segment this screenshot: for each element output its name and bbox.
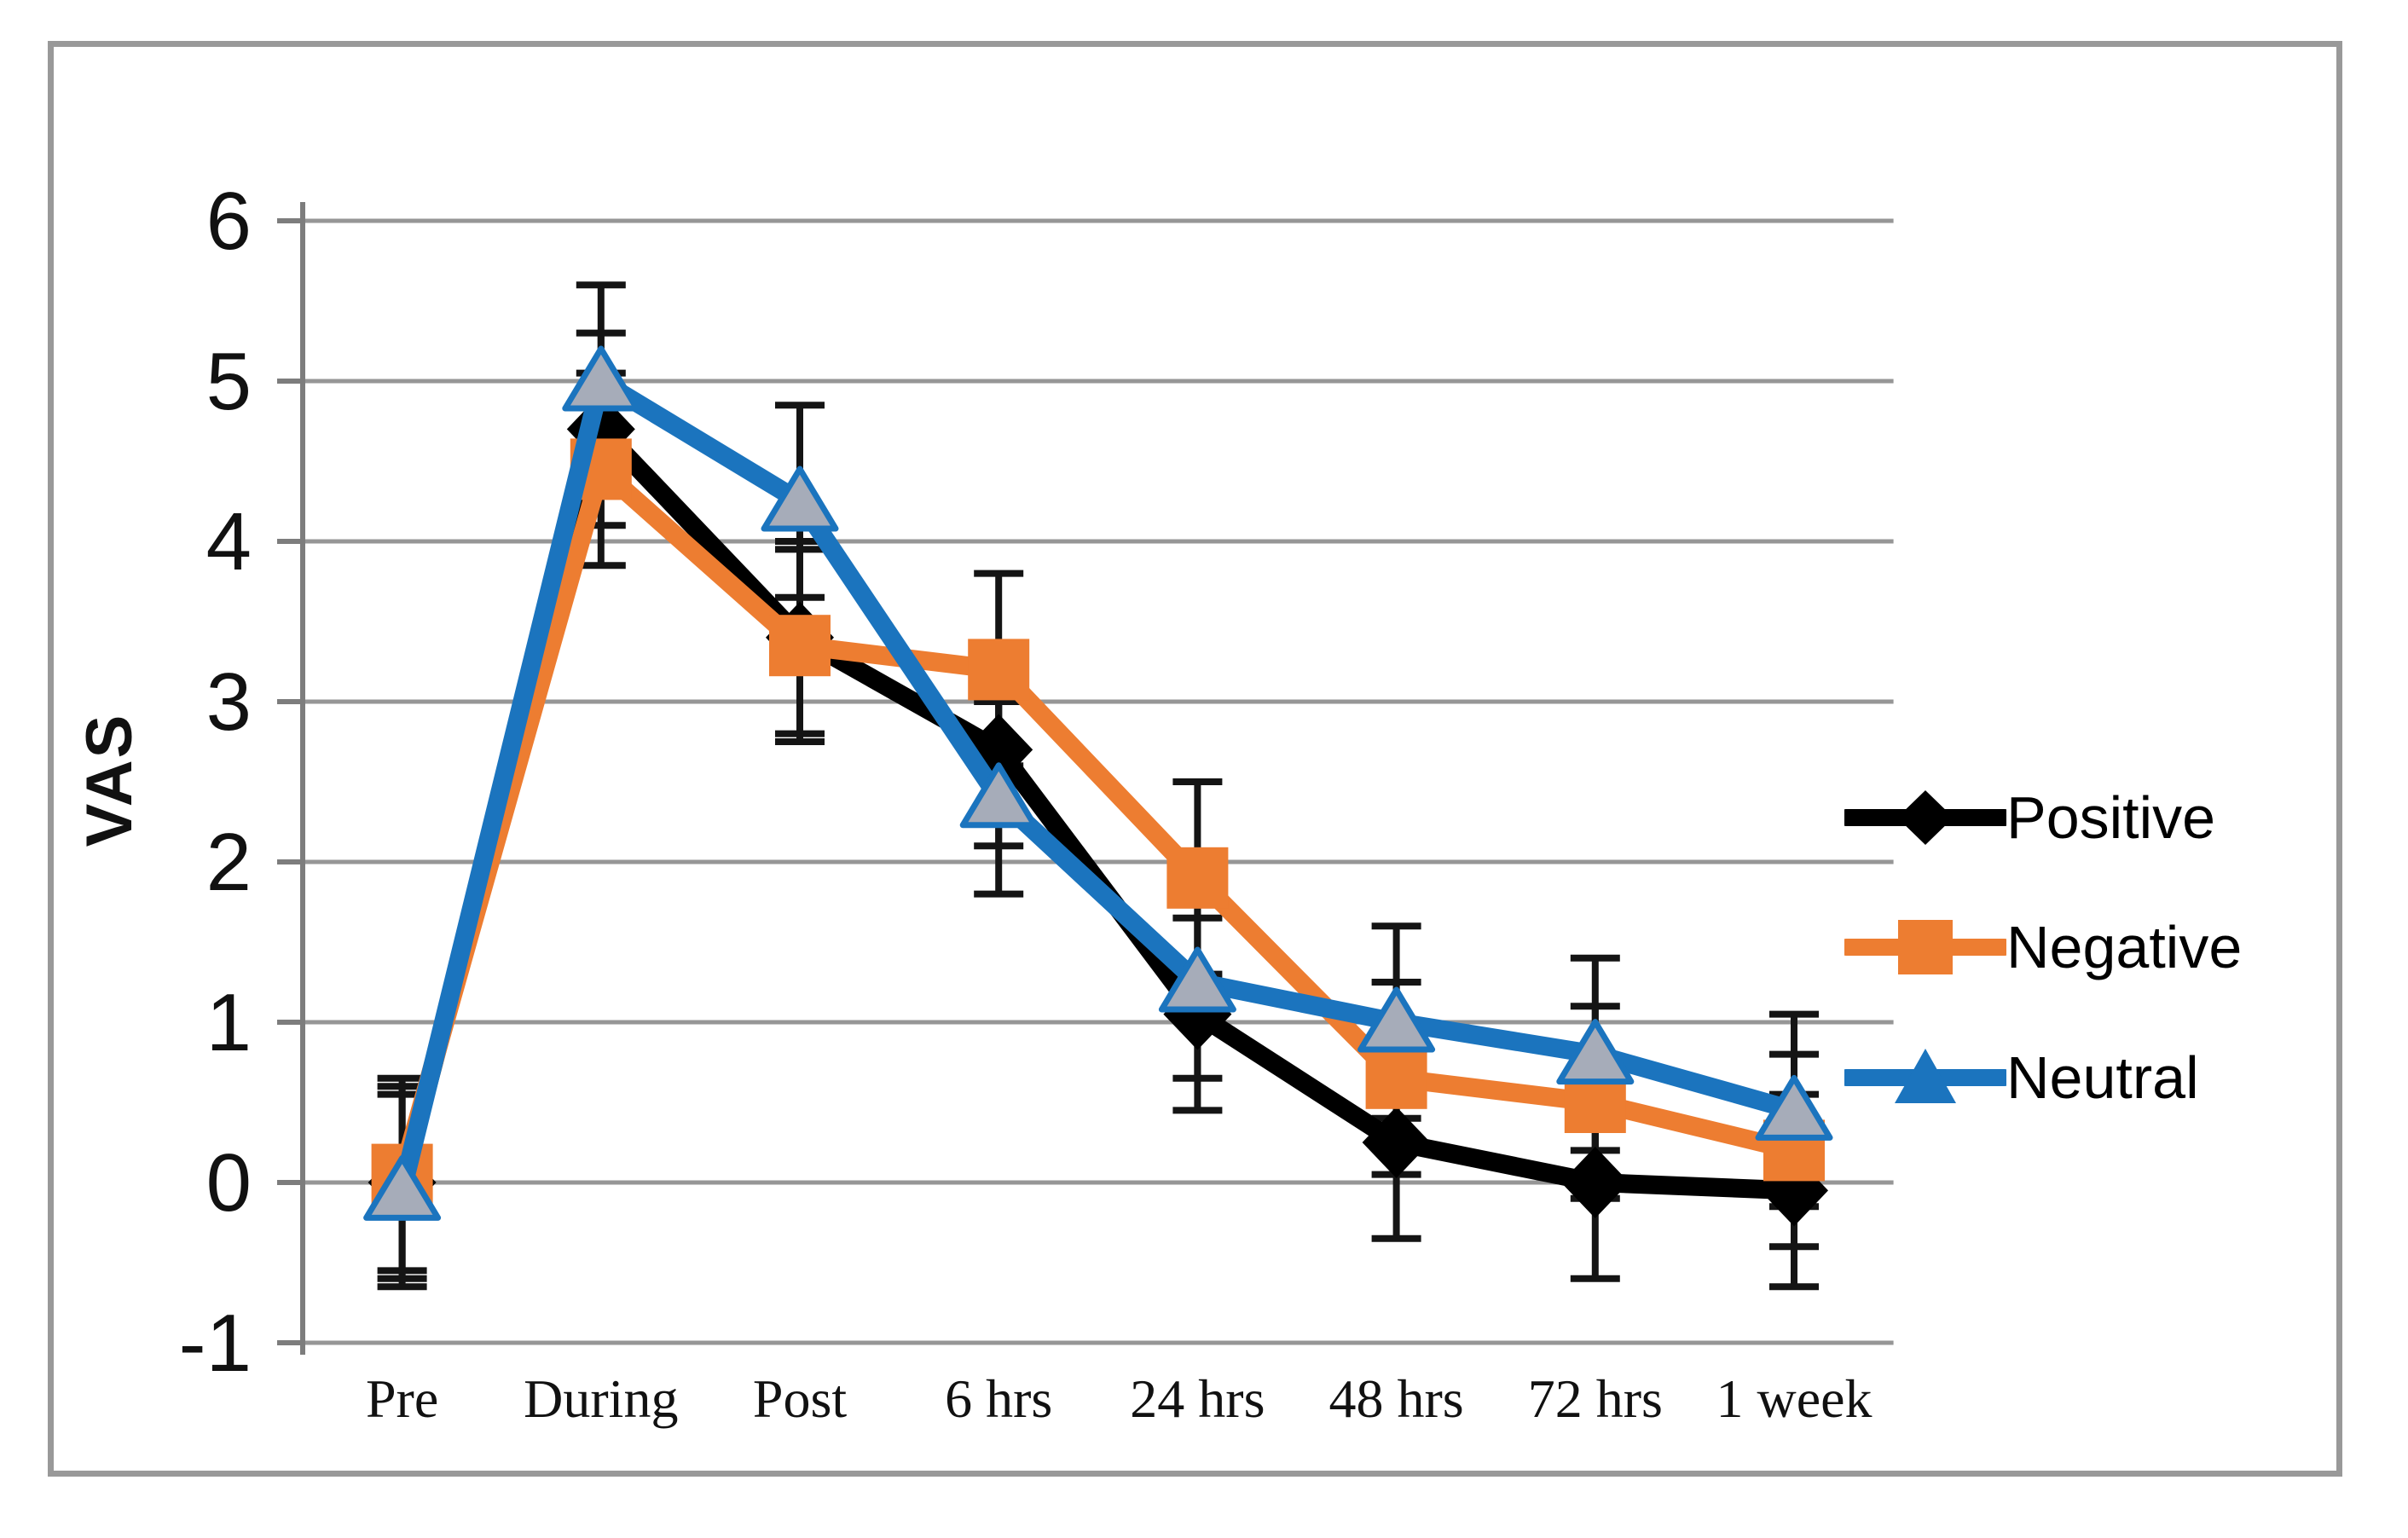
data-point-triangle <box>761 465 839 532</box>
data-point-triangle <box>1158 946 1236 1013</box>
x-tick-label: 72 hrs <box>1528 1368 1663 1429</box>
y-tick-label: 0 <box>206 1137 252 1229</box>
data-point-square <box>1365 1047 1427 1109</box>
data-point-triangle <box>1357 986 1436 1053</box>
data-point-square <box>968 639 1030 701</box>
y-tick-label: 3 <box>206 656 252 748</box>
y-tick-label: 2 <box>206 817 252 908</box>
y-tick-label: -1 <box>179 1298 252 1389</box>
y-tick-label: 4 <box>206 496 252 587</box>
data-point-square <box>1166 847 1229 909</box>
data-point-triangle <box>363 1154 442 1221</box>
y-axis-title: VAS <box>72 713 146 847</box>
y-tick-label: 1 <box>206 977 252 1068</box>
chart-frame <box>48 41 2342 1477</box>
data-point-triangle <box>1556 1019 1635 1085</box>
x-tick-label: 48 hrs <box>1328 1368 1463 1429</box>
series-line-negative <box>392 460 1803 1184</box>
x-tick-label: Post <box>753 1368 848 1429</box>
data-point-square <box>769 615 831 677</box>
data-point-triangle <box>562 345 640 412</box>
x-tick-label: 6 hrs <box>945 1368 1052 1429</box>
x-tick-label: 24 hrs <box>1130 1368 1265 1429</box>
x-tick-label: Pre <box>366 1368 438 1429</box>
data-point-triangle <box>1755 1074 1833 1141</box>
y-tick-label: 5 <box>206 336 252 427</box>
x-tick-label: 1 week <box>1716 1368 1872 1429</box>
data-point-diamond <box>1560 1147 1629 1218</box>
data-point-diamond <box>1362 1107 1431 1178</box>
y-tick-label: 6 <box>206 176 252 267</box>
x-tick-label: During <box>524 1368 678 1429</box>
data-point-triangle <box>959 762 1038 829</box>
